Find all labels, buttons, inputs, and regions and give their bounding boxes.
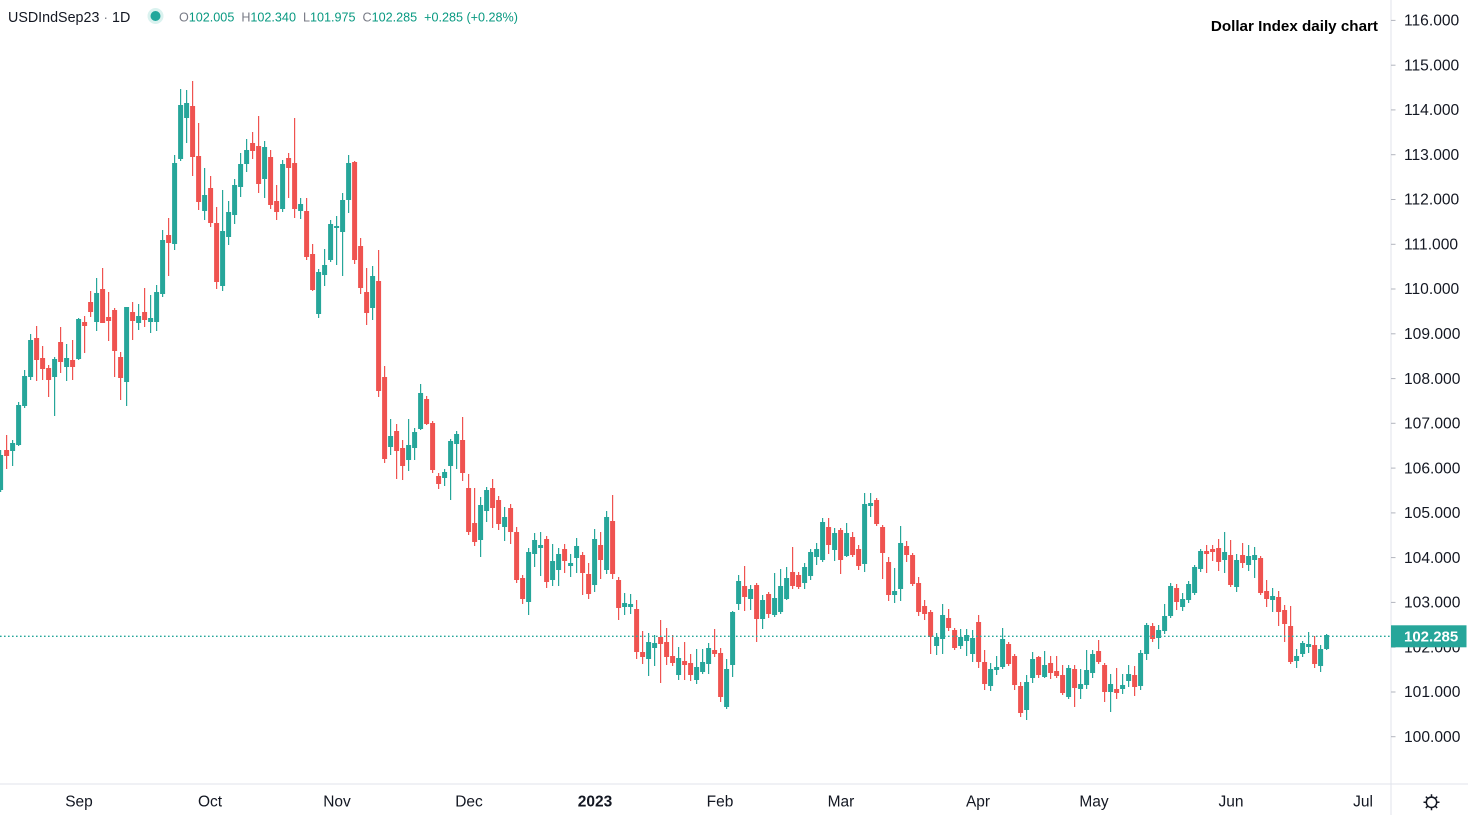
svg-text:2023: 2023 bbox=[578, 794, 613, 811]
svg-text:O102.005 H102.340 L101.975: O102.005 H102.340 L101.975 C102.285 +0.2… bbox=[179, 11, 518, 25]
svg-text:Sep: Sep bbox=[65, 794, 93, 811]
svg-text:Dollar Index daily chart: Dollar Index daily chart bbox=[1211, 18, 1378, 35]
svg-text:Dec: Dec bbox=[455, 794, 483, 811]
svg-text:100.000: 100.000 bbox=[1404, 729, 1461, 746]
svg-text:102.285: 102.285 bbox=[1404, 629, 1458, 646]
svg-text:Apr: Apr bbox=[966, 794, 990, 811]
svg-text:101.000: 101.000 bbox=[1404, 684, 1461, 701]
svg-text:103.000: 103.000 bbox=[1404, 595, 1461, 612]
svg-text:Mar: Mar bbox=[828, 794, 855, 811]
svg-text:USDIndSep23 · 1D: USDIndSep23 · 1D bbox=[8, 9, 130, 26]
svg-text:Jun: Jun bbox=[1219, 794, 1244, 811]
svg-text:108.000: 108.000 bbox=[1404, 371, 1461, 388]
svg-text:114.000: 114.000 bbox=[1404, 102, 1460, 119]
svg-text:Oct: Oct bbox=[198, 794, 223, 811]
svg-text:111.000: 111.000 bbox=[1404, 237, 1458, 254]
svg-text:112.000: 112.000 bbox=[1404, 192, 1460, 209]
svg-text:109.000: 109.000 bbox=[1404, 326, 1461, 343]
svg-text:May: May bbox=[1079, 794, 1109, 811]
svg-text:Jul: Jul bbox=[1353, 794, 1373, 811]
svg-text:Nov: Nov bbox=[323, 794, 351, 811]
svg-text:107.000: 107.000 bbox=[1404, 416, 1461, 433]
svg-text:106.000: 106.000 bbox=[1404, 460, 1461, 477]
svg-text:Feb: Feb bbox=[707, 794, 734, 811]
svg-text:110.000: 110.000 bbox=[1404, 281, 1460, 298]
svg-text:113.000: 113.000 bbox=[1404, 147, 1460, 164]
svg-text:104.000: 104.000 bbox=[1404, 550, 1461, 567]
svg-text:116.000: 116.000 bbox=[1404, 13, 1460, 30]
svg-text:105.000: 105.000 bbox=[1404, 505, 1461, 522]
svg-text:115.000: 115.000 bbox=[1404, 57, 1460, 74]
